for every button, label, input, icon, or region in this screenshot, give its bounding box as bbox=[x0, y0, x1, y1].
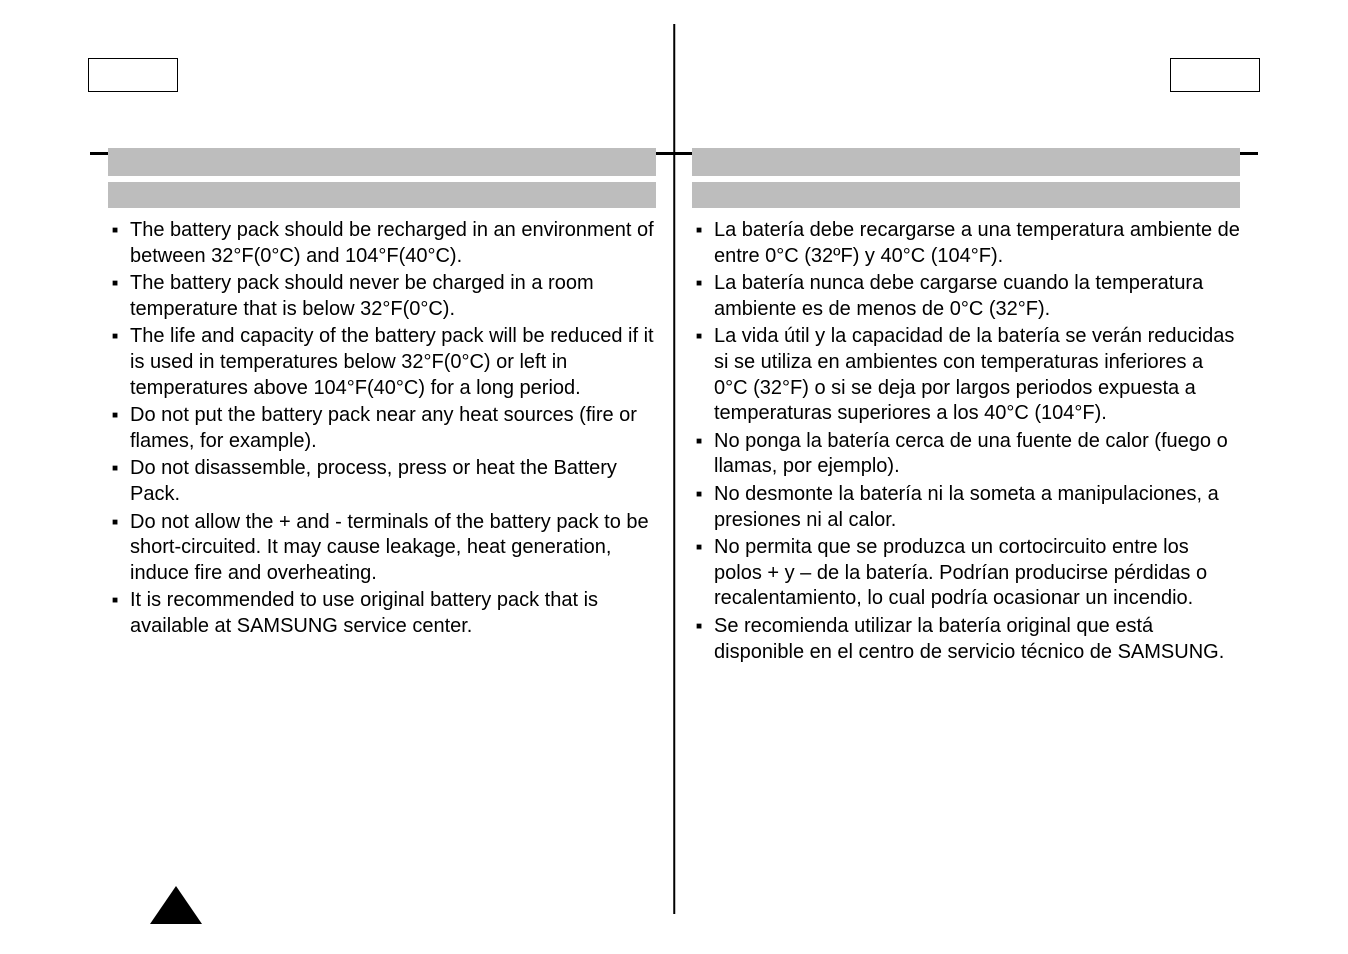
bullet: No permita que se produzca un cortocircu… bbox=[692, 535, 1240, 612]
left-column: The battery pack should be recharged in … bbox=[90, 60, 674, 642]
left-bullets: The battery pack should be recharged in … bbox=[108, 218, 656, 640]
bullet: Do not put the battery pack near any hea… bbox=[108, 403, 656, 454]
left-section-bar bbox=[108, 148, 656, 176]
right-section-bar bbox=[692, 148, 1240, 176]
right-lang-title bbox=[692, 100, 1240, 122]
bullet: The battery pack should never be charged… bbox=[108, 271, 656, 322]
bullet: Do not allow the + and - terminals of th… bbox=[108, 510, 656, 587]
page-border: The battery pack should be recharged in … bbox=[90, 60, 1258, 914]
bullet: The life and capacity of the battery pac… bbox=[108, 324, 656, 401]
left-lang-title bbox=[108, 100, 656, 122]
left-page-arrow-icon bbox=[150, 886, 202, 924]
bullet: The battery pack should be recharged in … bbox=[108, 218, 656, 269]
right-greybar bbox=[692, 182, 1240, 208]
left-greybar bbox=[108, 182, 656, 208]
bullet: Se recomienda utilizar la batería origin… bbox=[692, 614, 1240, 665]
bullet: La batería nunca debe cargarse cuando la… bbox=[692, 271, 1240, 322]
right-bullets: La batería debe recargarse a una tempera… bbox=[692, 218, 1240, 665]
bullet: La batería debe recargarse a una tempera… bbox=[692, 218, 1240, 269]
bullet: It is recommended to use original batter… bbox=[108, 588, 656, 639]
bullet: Do not disassemble, process, press or he… bbox=[108, 456, 656, 507]
bullet: No desmonte la batería ni la someta a ma… bbox=[692, 482, 1240, 533]
bullet: La vida útil y la capacidad de la baterí… bbox=[692, 324, 1240, 426]
right-column: La batería debe recargarse a una tempera… bbox=[674, 60, 1258, 667]
bullet: No ponga la batería cerca de una fuente … bbox=[692, 429, 1240, 480]
